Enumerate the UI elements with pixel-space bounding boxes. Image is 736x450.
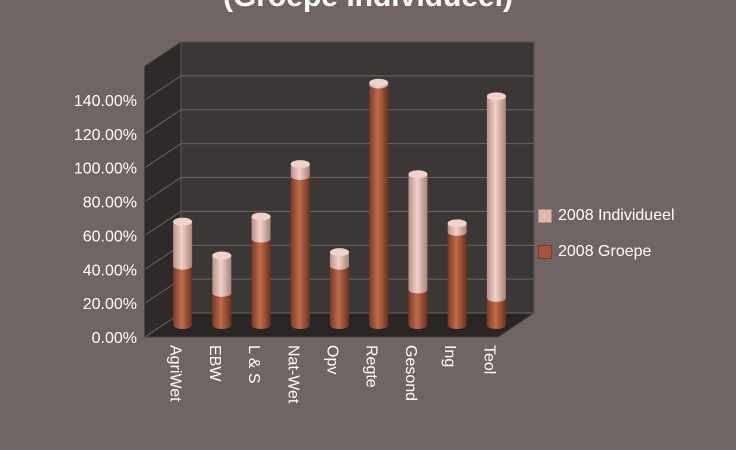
x-tick-label: AgriWet (167, 345, 184, 402)
bar-individueel-0 (173, 217, 193, 270)
bar-groepe-3 (290, 171, 310, 329)
bar-individueel-1 (212, 251, 232, 297)
bar-body (251, 238, 271, 329)
bar-body (173, 265, 193, 329)
bar-individueel-6 (408, 170, 428, 294)
bar-body (212, 255, 232, 297)
gridline (144, 75, 534, 101)
bar-groepe-0 (173, 261, 193, 329)
x-tick-label: L & S (245, 345, 262, 384)
bar-body (369, 84, 389, 329)
legend-swatch-individueel (538, 209, 552, 223)
bar-groepe-5 (369, 80, 389, 329)
bar-individueel-4 (330, 248, 349, 270)
bar-cap (486, 92, 506, 101)
legend: 2008 Individueel 2008 Groepe (538, 205, 675, 277)
bar-body (408, 289, 428, 329)
bar-body (486, 297, 506, 329)
bar-cap (173, 217, 193, 226)
x-tick-label: Nat-Wet (284, 345, 301, 404)
x-tick-label: Opv (324, 345, 341, 374)
bar-body (290, 175, 310, 329)
bar-cap (251, 212, 271, 221)
bar-body (290, 164, 310, 180)
bar-cap (212, 251, 232, 260)
bar-groepe-2 (251, 234, 271, 329)
bar-body (330, 252, 349, 270)
bar-body (447, 231, 467, 329)
gridline (144, 109, 534, 135)
bar-groepe-7 (447, 227, 467, 329)
bar-body (173, 221, 193, 270)
y-tick-label: 20.00% (83, 296, 137, 313)
y-tick-label: 60.00% (83, 228, 137, 245)
bar-individueel-5 (369, 78, 389, 89)
bar-body (251, 216, 271, 243)
bar-individueel-2 (251, 212, 271, 243)
bar-body (330, 265, 349, 329)
bar-cap (330, 248, 349, 257)
legend-label-individueel: 2008 Individueel (558, 207, 675, 224)
y-tick-label: 100.00% (74, 161, 137, 178)
x-tick-label: Teol (480, 345, 497, 374)
y-tick-label: 140.00% (74, 93, 137, 110)
bar-groepe-4 (330, 261, 349, 329)
y-tick-label: 80.00% (83, 195, 137, 212)
bar-cap (369, 78, 389, 87)
x-tick-label: Ing (441, 345, 458, 367)
bar-body (408, 174, 428, 294)
x-tick-label: Regte (363, 345, 380, 388)
y-tick-label: 40.00% (83, 262, 137, 279)
bar-individueel-7 (447, 219, 467, 236)
y-tick-label: 120.00% (74, 127, 137, 144)
x-tick-label: EBW (206, 345, 223, 382)
legend-item-individueel: 2008 Individueel (538, 205, 675, 227)
legend-swatch-groepe (538, 245, 552, 259)
bar-individueel-8 (486, 92, 506, 302)
y-tick-label: 0.00% (92, 330, 137, 347)
bar-cap (447, 219, 467, 228)
chart-title: (Groepe Individueel) (0, 0, 736, 14)
legend-item-groepe: 2008 Groepe (538, 241, 675, 263)
bar-cap (290, 160, 310, 169)
bar-body (486, 96, 506, 302)
legend-label-groepe: 2008 Groepe (558, 243, 652, 260)
bar-body (212, 292, 232, 329)
bar-individueel-3 (290, 160, 310, 180)
bar-cap (408, 170, 428, 179)
gridline (144, 143, 534, 169)
x-tick-label: Gesond (402, 345, 419, 401)
